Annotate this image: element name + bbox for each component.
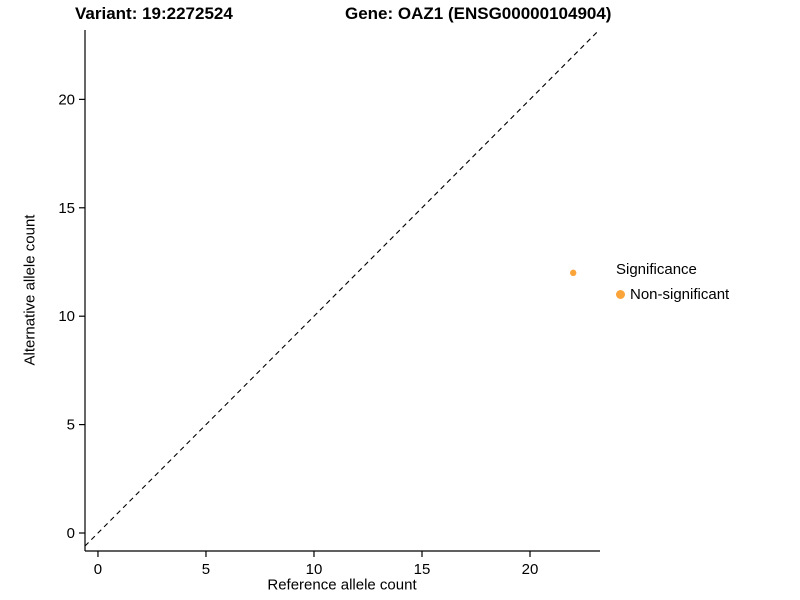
svg-text:10: 10 (306, 561, 323, 578)
legend-item-label: Non-significant (630, 286, 730, 303)
svg-text:20: 20 (58, 91, 75, 108)
y-axis-label: Alternative allele count (21, 214, 39, 366)
legend-item: Non-significant (616, 286, 729, 303)
svg-text:0: 0 (67, 525, 75, 542)
x-axis-label: Reference allele count (267, 576, 417, 594)
svg-text:5: 5 (202, 561, 210, 578)
svg-text:0: 0 (94, 561, 102, 578)
svg-text:5: 5 (67, 417, 75, 434)
legend-title: Significance (616, 261, 697, 278)
chart-title-variant: Variant: 19:2272524 (75, 4, 233, 23)
svg-text:15: 15 (414, 561, 431, 578)
svg-text:15: 15 (58, 200, 75, 217)
chart-title-gene: Gene: OAZ1 (ENSG00000104904) (345, 4, 612, 23)
legend: Significance Non-significant (616, 261, 729, 303)
svg-text:20: 20 (522, 561, 539, 578)
legend-point-swatch (616, 290, 625, 299)
svg-text:10: 10 (58, 308, 75, 325)
